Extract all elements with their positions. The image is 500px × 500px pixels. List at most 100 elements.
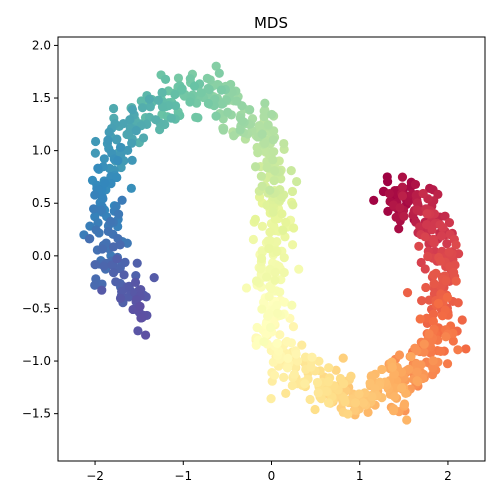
scatter-point [251,276,262,286]
scatter-point [237,116,247,126]
scatter-point [216,85,226,95]
scatter-point [420,232,430,242]
scatter-point [268,155,278,165]
scatter-point [390,392,400,402]
scatter-point [204,84,214,95]
scatter-point [272,338,282,348]
scatter-point [250,214,260,224]
scatter-point [275,287,285,297]
scatter-point [428,309,439,319]
scatter-point [211,111,221,121]
scatter-point [265,227,275,237]
scatter-point [253,148,263,158]
scatter-point [261,330,271,340]
scatter-point [97,285,107,295]
scatter-point [454,249,464,259]
scatter-point [415,314,425,324]
scatter-point [93,163,103,173]
scatter-point [323,376,334,387]
scatter-point [436,346,446,357]
scatter-point [135,301,145,311]
scatter-point [272,236,282,247]
scatter-point [108,103,119,114]
scatter-point [451,240,461,250]
scatter-point [397,182,407,192]
scatter-point [218,125,229,135]
scatter-point [354,389,364,399]
scatter-point [133,326,143,336]
scatter-point [124,127,134,138]
scatter-point [424,329,434,339]
scatter-point [410,179,421,190]
scatter-point [312,377,323,388]
scatter-point [111,277,121,287]
scatter-point [90,148,100,158]
scatter-point [288,200,298,210]
scatter-point [103,226,113,237]
scatter-points [79,61,471,425]
scatter-point [170,101,181,111]
scatter-point [108,242,119,252]
y-tick-label: 0.0 [32,249,51,263]
scatter-point [422,209,432,219]
scatter-point [305,394,315,405]
scatter-point [429,238,439,248]
plot-frame [57,36,486,462]
scatter-point [193,113,203,123]
scatter-point [399,399,410,409]
scatter-point [444,218,455,228]
scatter-point [90,190,100,200]
scatter-point [427,370,438,380]
scatter-point [451,276,461,286]
scatter-point [144,94,155,104]
scatter-point [100,178,110,188]
scatter-point [310,404,320,415]
scatter-point [429,279,439,289]
scatter-point [417,295,427,306]
scatter-point [435,220,445,230]
scatter-point [281,217,291,228]
scatter-point [286,338,297,348]
scatter-point [266,394,276,404]
scatter-point [313,388,323,398]
scatter-point [123,145,133,155]
scatter-point [404,364,414,374]
scatter-point [323,398,334,408]
scatter-point [185,97,195,107]
scatter-point [112,134,122,144]
scatter-point [105,216,116,227]
scatter-point [119,270,129,280]
scatter-point [196,88,206,98]
scatter-point [294,264,304,274]
scatter-point [387,362,397,372]
scatter-point [255,264,266,274]
scatter-point [435,256,446,266]
scatter-point [289,369,300,379]
scatter-point [214,68,224,78]
scatter-point [185,74,195,84]
scatter-point [444,247,454,257]
scatter-point [358,398,368,408]
scatter-point [257,181,267,191]
scatter-point [421,282,431,293]
scatter-point [457,315,467,325]
scatter-point [93,218,103,228]
scatter-point [130,277,141,287]
scatter-point [282,363,293,373]
scatter-point [170,89,180,100]
scatter-point [267,109,277,120]
scatter-point [388,406,399,416]
scatter-point [136,313,146,323]
scatter-point [406,352,416,362]
scatter-point [278,225,288,235]
scatter-point [300,379,310,389]
scatter-point [126,183,136,193]
scatter-point [442,292,453,302]
scatter-point [366,371,376,382]
scatter-point [431,268,441,278]
scatter-point [149,273,159,283]
scatter-point [419,347,429,357]
y-tick-label: −1.0 [22,354,51,368]
scatter-point [202,73,212,83]
